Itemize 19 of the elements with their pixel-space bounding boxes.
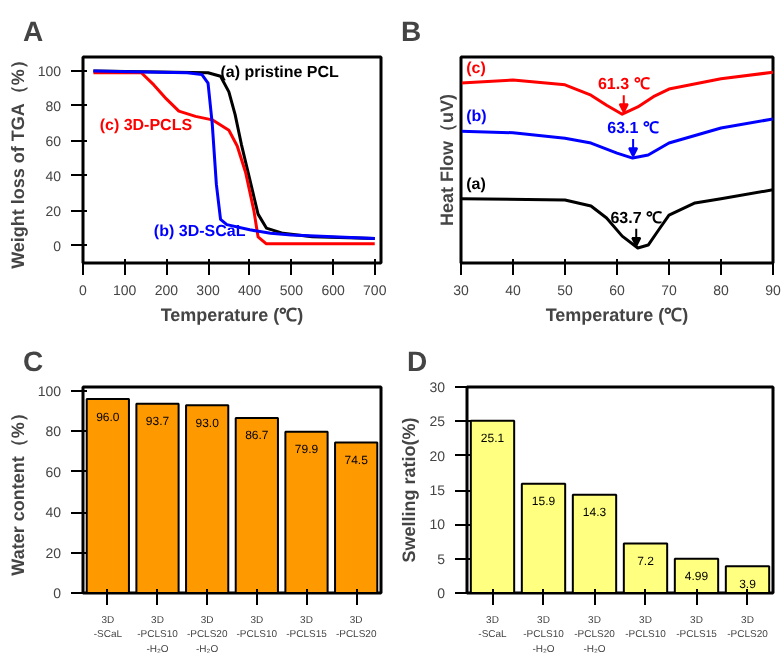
- series-label: (b) 3D-SCaL: [153, 222, 246, 241]
- chart-title: B: [401, 15, 422, 47]
- series-label: (c) 3D-PCLS: [99, 115, 194, 134]
- series-label: (a) pristine PCL: [220, 63, 339, 82]
- y-axis-title: Swelling ratio(%): [399, 417, 420, 563]
- series-label: (b): [466, 107, 488, 126]
- y-axis-title: Weight loss of TGA（%）: [7, 51, 28, 269]
- x-axis-title: Temperature (℃): [160, 305, 304, 325]
- y-axis-title: Heat Flow（uV): [437, 93, 457, 226]
- chart-title: A: [23, 15, 44, 47]
- series-label: (c): [466, 59, 487, 78]
- chart-title: C: [23, 345, 44, 377]
- annotation: 61.3 ℃: [597, 75, 650, 94]
- series-label: (a): [466, 175, 487, 193]
- chart-title: D: [407, 345, 428, 377]
- annotation: 63.1 ℃: [607, 119, 659, 138]
- x-axis-title: Temperature (℃): [545, 305, 689, 325]
- annotation: 63.7 ℃: [610, 208, 663, 227]
- y-axis-title: Water content（%）: [7, 404, 28, 576]
